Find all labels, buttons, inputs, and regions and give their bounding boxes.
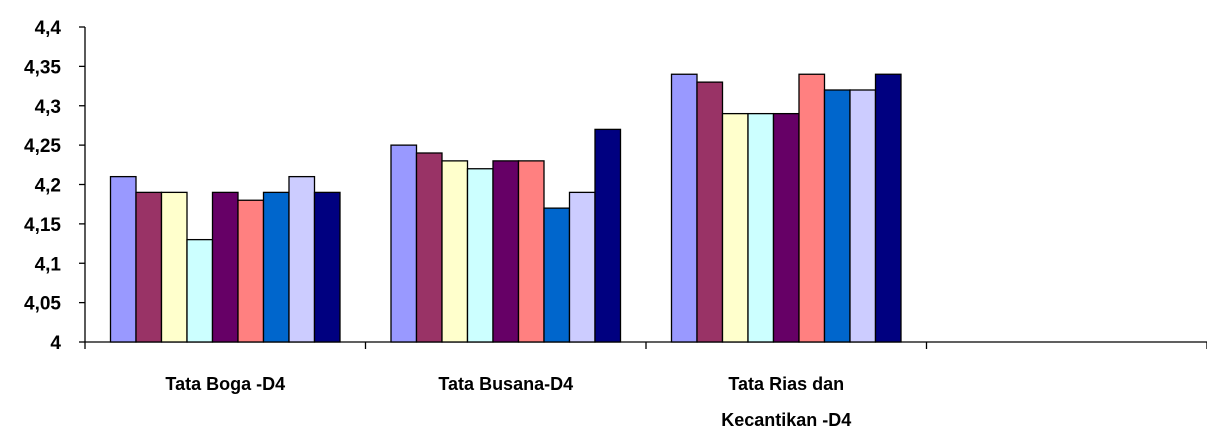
bar [313,191,341,343]
bar [262,191,290,343]
bar [466,168,494,343]
bar [670,73,698,343]
y-tick-label: 4,05 [24,294,61,315]
bar [186,238,214,343]
y-tick-label: 4,15 [24,215,61,236]
x-category-label: Tata Busana-D4 [438,374,573,394]
x-category-label: Kecantikan -D4 [721,410,851,430]
y-tick-label: 4,2 [35,176,61,197]
bar [721,112,749,343]
y-tick-label: 4,4 [35,18,62,39]
bar [849,89,877,343]
y-tick-label: 4,25 [24,136,61,157]
y-tick-label: 4 [50,333,61,354]
bar [798,73,826,343]
bar [543,207,571,343]
y-tick-label: 4,35 [24,57,61,78]
bar [109,175,137,343]
y-tick-label: 4,3 [35,97,61,118]
bar [288,175,316,343]
bar [594,128,622,343]
bar [568,191,596,343]
bar [160,191,188,343]
bar [747,112,775,343]
x-category-label: Tata Rias dan [728,374,844,394]
x-axis: Tata Boga -D4 Tata Busana-D4 Tata Rias dan… [84,341,1207,430]
bar [415,152,443,343]
bar [772,112,800,343]
bars [109,73,902,343]
bar [211,191,239,343]
bar [492,160,520,343]
bar [390,144,418,343]
bar [441,160,469,343]
x-category-label: Tata Boga -D4 [165,374,285,394]
bar [135,191,163,343]
y-axis: 4 4,05 4,1 4,15 4,2 4,25 4,3 4,35 4,4 [24,18,86,354]
bar [696,81,724,343]
bar [823,89,851,343]
y-tick-label: 4,1 [35,254,62,275]
bar [874,73,902,343]
bar [517,160,545,343]
bar [237,199,265,343]
